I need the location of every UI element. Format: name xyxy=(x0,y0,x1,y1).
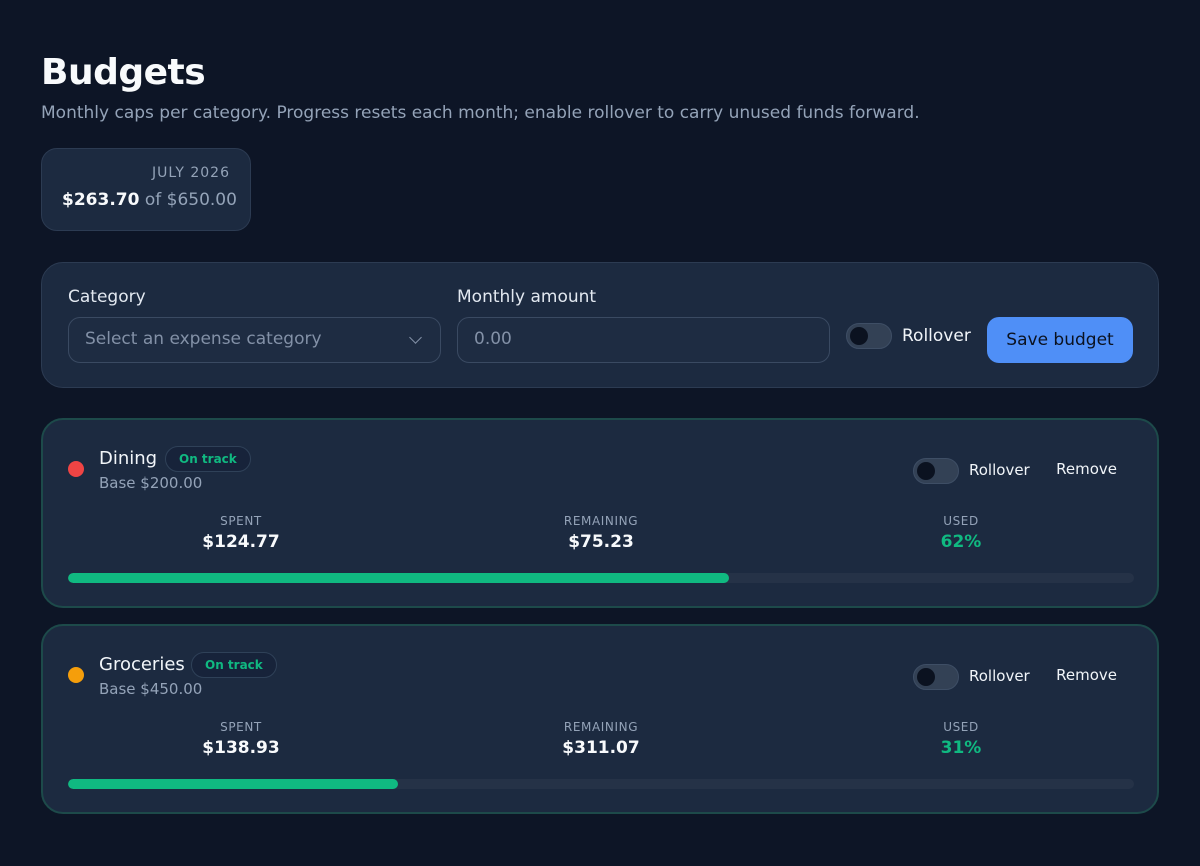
category-select[interactable]: Select an expense category xyxy=(68,317,441,363)
toggle-knob xyxy=(917,462,935,480)
spent-label: SPENT xyxy=(220,720,262,734)
rollover-label: Rollover xyxy=(969,667,1030,685)
budget-base-amount: Base $200.00 xyxy=(99,474,203,492)
remaining-label: REMAINING xyxy=(563,514,639,528)
budget-progress-fill xyxy=(68,573,729,583)
spent-value: $138.93 xyxy=(202,738,280,758)
budget-category-name: Dining xyxy=(99,448,158,469)
used-label: USED xyxy=(943,720,979,734)
toggle-knob xyxy=(850,327,868,345)
amount-label: Monthly amount xyxy=(457,287,597,307)
status-badge: On track xyxy=(165,446,251,472)
remaining-value: $75.23 xyxy=(568,532,634,552)
remove-budget-button[interactable]: Remove xyxy=(1056,666,1117,684)
remaining-value: $311.07 xyxy=(562,738,640,758)
amount-input-placeholder: 0.00 xyxy=(474,329,512,349)
rollover-toggle[interactable] xyxy=(913,664,959,690)
remaining-label: REMAINING xyxy=(563,720,639,734)
summary-spent: $263.70 xyxy=(62,190,140,210)
page-title: Budgets xyxy=(41,52,206,93)
rollover-label: Rollover xyxy=(969,461,1030,479)
month-summary-card: JULY 2026 $263.70 of $650.00 xyxy=(41,148,251,231)
summary-total: of $650.00 xyxy=(144,190,237,210)
category-color-dot xyxy=(68,667,84,683)
budget-progress-bar xyxy=(68,573,1134,583)
used-stat: USED 62% xyxy=(841,514,1081,552)
used-stat: USED 31% xyxy=(841,720,1081,758)
remaining-stat: REMAINING $311.07 xyxy=(481,720,721,758)
used-value: 31% xyxy=(940,738,982,758)
rollover-toggle[interactable] xyxy=(913,458,959,484)
budget-category-name: Groceries xyxy=(99,654,185,675)
spent-stat: SPENT $124.77 xyxy=(121,514,361,552)
used-value: 62% xyxy=(940,532,982,552)
category-color-dot xyxy=(68,461,84,477)
category-select-placeholder: Select an expense category xyxy=(85,329,322,349)
rollover-toggle[interactable] xyxy=(846,323,892,349)
summary-month: JULY 2026 xyxy=(152,165,230,181)
rollover-label: Rollover xyxy=(902,326,971,346)
budget-base-amount: Base $450.00 xyxy=(99,680,203,698)
toggle-knob xyxy=(917,668,935,686)
chevron-down-icon xyxy=(409,331,422,344)
page-subtitle: Monthly caps per category. Progress rese… xyxy=(41,103,920,123)
category-label: Category xyxy=(68,287,146,307)
budget-card-groceries: Groceries On track Base $450.00 Rollover… xyxy=(41,624,1159,814)
spent-value: $124.77 xyxy=(202,532,280,552)
budget-card-dining: Dining On track Base $200.00 Rollover Re… xyxy=(41,418,1159,608)
summary-amount: $263.70 of $650.00 xyxy=(62,190,237,210)
used-label: USED xyxy=(943,514,979,528)
add-budget-form: Category Select an expense category Mont… xyxy=(41,262,1159,388)
budget-progress-fill xyxy=(68,779,399,789)
status-badge: On track xyxy=(191,652,277,678)
spent-stat: SPENT $138.93 xyxy=(121,720,361,758)
amount-input[interactable]: 0.00 xyxy=(457,317,830,363)
spent-label: SPENT xyxy=(220,514,262,528)
save-budget-button[interactable]: Save budget xyxy=(987,317,1133,363)
budget-progress-bar xyxy=(68,779,1134,789)
remaining-stat: REMAINING $75.23 xyxy=(481,514,721,552)
remove-budget-button[interactable]: Remove xyxy=(1056,460,1117,478)
